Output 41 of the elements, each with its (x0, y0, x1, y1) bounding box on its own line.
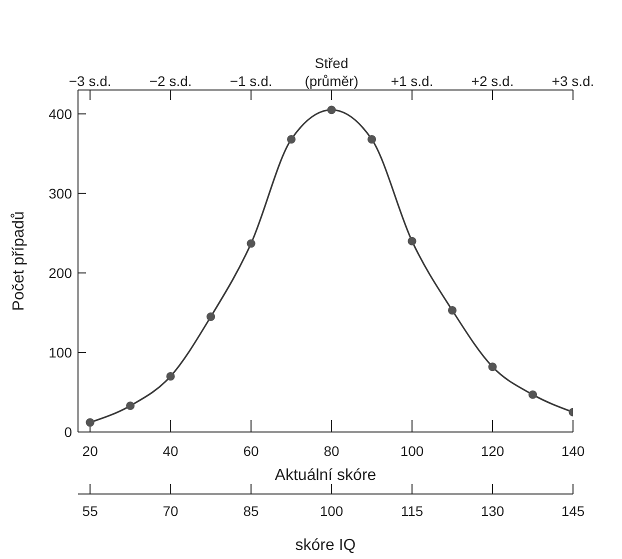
x-tick-label: 20 (82, 442, 98, 459)
point (488, 362, 497, 372)
annotation: −3 s.d. (68, 73, 112, 89)
x2-tick-label: 55 (82, 502, 98, 519)
point (246, 239, 256, 248)
annotation: Střed (průměr) (304, 55, 358, 89)
x2-tick-label: 115 (400, 502, 424, 519)
x2-tick-label: 145 (561, 502, 585, 519)
y-tick-label: 300 (48, 185, 72, 202)
x-axis-title: Aktuální skóre (274, 467, 376, 484)
point (206, 312, 216, 321)
x-tick-label: 100 (400, 442, 424, 459)
y-tick-label: 200 (48, 264, 72, 281)
x2-tick-label: 85 (243, 502, 260, 519)
y-tick-label: 0 (64, 424, 72, 440)
x-tick-label: 60 (243, 442, 260, 459)
point (448, 306, 457, 315)
y-tick-label: 100 (48, 344, 72, 360)
point (126, 401, 135, 410)
x2-tick-label: 100 (320, 502, 344, 519)
x2-tick-label: 130 (480, 502, 504, 519)
point (327, 106, 336, 114)
annotation: +3 s.d. (552, 73, 594, 89)
annotation: +2 s.d. (471, 73, 514, 89)
x-tick-label: 40 (162, 442, 179, 459)
point (86, 418, 94, 427)
point (286, 135, 296, 144)
point (367, 135, 376, 144)
point (166, 372, 175, 381)
x-tick-label: 80 (324, 442, 340, 459)
x2-tick-label: 70 (162, 502, 179, 519)
y-axis-title: Počet případů (10, 211, 28, 311)
point (408, 236, 416, 246)
point (528, 390, 538, 399)
annotation: +1 s.d. (390, 73, 434, 89)
annotation: −2 s.d. (149, 73, 192, 89)
x-tick-label: 140 (561, 442, 585, 459)
x2-axis-title: skóre IQ (295, 537, 356, 554)
x-tick-label: 120 (480, 442, 504, 459)
y-tick-label: 400 (48, 106, 72, 122)
annotation: −1 s.d. (230, 73, 272, 89)
